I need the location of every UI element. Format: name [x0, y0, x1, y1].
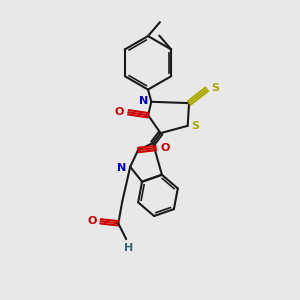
Text: N: N [117, 163, 126, 173]
Text: S: S [192, 121, 200, 131]
Text: S: S [211, 83, 219, 93]
Text: O: O [115, 107, 124, 117]
Text: O: O [87, 216, 97, 226]
Text: O: O [161, 143, 170, 153]
Text: N: N [139, 96, 148, 106]
Text: H: H [124, 243, 133, 253]
